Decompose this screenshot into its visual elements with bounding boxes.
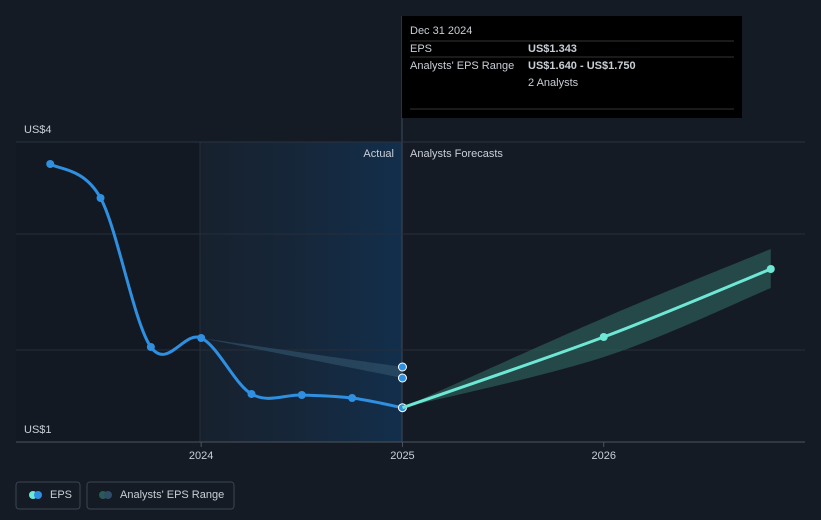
tooltip-value: US$1.640 - US$1.750 (528, 60, 636, 72)
eps-point (766, 265, 775, 273)
x-tick-label: 2026 (591, 450, 615, 462)
plot: 2024 2025 2026 (16, 141, 805, 462)
eps-point (46, 160, 55, 168)
forecast-label: Analysts Forecasts (410, 148, 503, 160)
eps-point (599, 333, 608, 341)
range-band (201, 338, 403, 378)
tooltip-analysts: 2 Analysts (528, 77, 579, 89)
eps-point (348, 394, 357, 402)
eps-point (146, 343, 155, 351)
tooltip (402, 16, 742, 118)
y-tick-label: US$4 (24, 124, 52, 136)
x-tick-label: 2025 (390, 450, 414, 462)
eps-point (96, 194, 105, 202)
past-region (16, 142, 200, 442)
range-point (397, 373, 407, 383)
x-tick-label: 2024 (189, 450, 213, 462)
legend-label[interactable]: Analysts' EPS Range (120, 489, 224, 501)
legend-swatch (34, 491, 42, 499)
tooltip-value: US$1.343 (528, 43, 577, 55)
y-tick-label: US$1 (24, 424, 52, 436)
range-band (402, 249, 771, 408)
legend-item[interactable] (86, 481, 235, 510)
range-point (397, 362, 407, 372)
legend-item[interactable] (15, 481, 81, 510)
eps-point (197, 334, 206, 342)
tooltip-label: Analysts' EPS Range (410, 60, 514, 72)
tooltip-title: Dec 31 2024 (410, 25, 472, 37)
legend-swatch (104, 491, 112, 499)
tooltip-label: EPS (410, 43, 432, 55)
legend-label[interactable]: EPS (50, 489, 72, 501)
eps-point (297, 391, 306, 399)
eps-point (247, 390, 256, 398)
actual-label: Actual (363, 148, 394, 160)
